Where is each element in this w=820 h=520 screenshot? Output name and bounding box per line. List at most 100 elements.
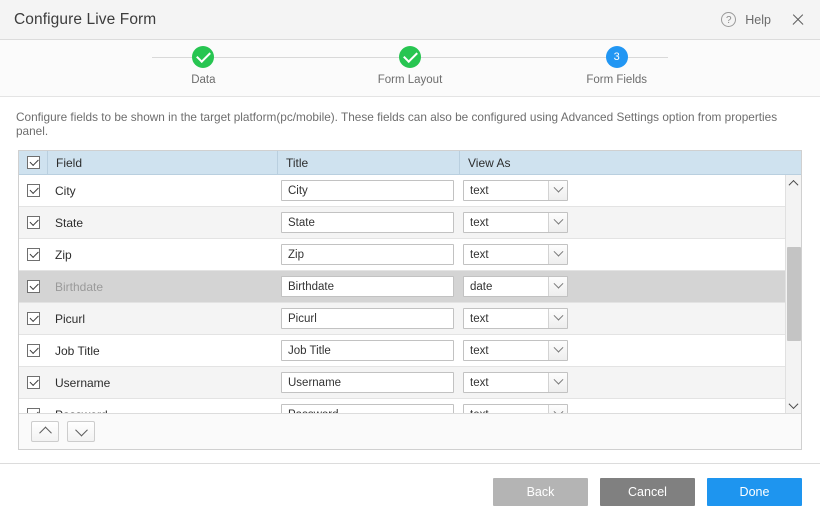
select-all-checkbox[interactable] <box>26 156 40 169</box>
row-title-cell <box>277 239 459 270</box>
row-view-as-select[interactable]: text <box>463 308 568 329</box>
row-field-name: State <box>55 215 84 230</box>
table-row-selected[interactable]: Birthdate date <box>19 271 801 303</box>
row-viewas-cell: text <box>459 367 801 398</box>
header-select-all-cell <box>19 151 47 174</box>
fields-table-header: Field Title View As <box>19 151 801 175</box>
chevron-down-icon[interactable] <box>548 277 567 296</box>
row-checkbox[interactable] <box>26 248 40 261</box>
row-title-cell <box>277 335 459 366</box>
row-title-input[interactable] <box>281 308 454 329</box>
row-checkbox[interactable] <box>26 344 40 357</box>
row-title-input[interactable] <box>281 372 454 393</box>
table-row[interactable]: Picurl text <box>19 303 801 335</box>
row-viewas-cell: text <box>459 399 801 413</box>
row-title-input[interactable] <box>281 244 454 265</box>
fields-rows: City text State <box>19 175 801 413</box>
stepper-step-form-fields[interactable]: 3 Form Fields <box>513 40 720 86</box>
table-row[interactable]: City text <box>19 175 801 207</box>
table-vertical-scrollbar[interactable] <box>785 175 801 413</box>
chevron-down-icon[interactable] <box>548 405 567 413</box>
titlebar-actions: ? Help <box>721 12 806 28</box>
row-viewas-cell: text <box>459 207 801 238</box>
table-row[interactable]: Password text <box>19 399 801 413</box>
row-view-as-value: text <box>470 312 489 325</box>
table-row[interactable]: Zip text <box>19 239 801 271</box>
row-title-cell <box>277 175 459 206</box>
row-check-cell <box>19 271 47 302</box>
row-view-as-value: date <box>470 280 493 293</box>
row-check-cell <box>19 335 47 366</box>
row-view-as-select[interactable]: text <box>463 180 568 201</box>
row-view-as-select[interactable]: text <box>463 372 568 393</box>
step-marker-current-3: 3 <box>605 46 628 68</box>
row-view-as-select[interactable]: text <box>463 244 568 265</box>
scroll-up-button[interactable] <box>786 175 801 191</box>
check-icon <box>402 48 418 64</box>
row-title-input[interactable] <box>281 180 454 201</box>
move-up-button[interactable] <box>31 421 59 442</box>
row-field-name: City <box>55 183 76 198</box>
row-checkbox[interactable] <box>26 408 40 413</box>
row-view-as-value: text <box>470 376 489 389</box>
row-title-input[interactable] <box>281 276 454 297</box>
row-title-input[interactable] <box>281 212 454 233</box>
row-checkbox[interactable] <box>26 312 40 325</box>
stepper-label-form-fields: Form Fields <box>586 74 648 86</box>
chevron-down-icon[interactable] <box>548 373 567 392</box>
row-title-cell <box>277 399 459 413</box>
chevron-down-icon[interactable] <box>548 213 567 232</box>
reorder-toolbar <box>19 413 801 449</box>
move-down-button[interactable] <box>67 421 95 442</box>
dialog-titlebar: Configure Live Form ? Help <box>0 0 820 40</box>
table-row[interactable]: Job Title text <box>19 335 801 367</box>
row-view-as-select[interactable]: text <box>463 404 568 413</box>
chevron-down-icon[interactable] <box>548 181 567 200</box>
scrollbar-track[interactable] <box>786 191 801 397</box>
row-check-cell <box>19 367 47 398</box>
column-header-field[interactable]: Field <box>47 151 277 174</box>
back-button[interactable]: Back <box>493 478 588 506</box>
chevron-down-icon[interactable] <box>548 341 567 360</box>
row-checkbox[interactable] <box>26 280 40 293</box>
scroll-down-button[interactable] <box>786 397 801 413</box>
table-row[interactable]: Username text <box>19 367 801 399</box>
table-row[interactable]: State text <box>19 207 801 239</box>
stepper-label-data: Data <box>191 74 216 86</box>
chevron-down-icon[interactable] <box>548 245 567 264</box>
help-link[interactable]: Help <box>745 12 771 27</box>
row-view-as-value: text <box>470 344 489 357</box>
row-checkbox[interactable] <box>26 376 40 389</box>
stepper-connector-2 <box>420 57 668 58</box>
stepper-step-data[interactable]: Data <box>100 40 307 86</box>
row-field-name: Zip <box>55 247 72 262</box>
stepper-connector-1 <box>152 57 400 58</box>
row-field-name: Birthdate <box>55 279 104 294</box>
row-view-as-select[interactable]: text <box>463 212 568 233</box>
wizard-stepper: Data Form Layout 3 Form Fields <box>0 40 820 97</box>
stepper-label-form-layout: Form Layout <box>377 74 443 86</box>
chevron-down-icon[interactable] <box>548 309 567 328</box>
row-check-cell <box>19 207 47 238</box>
column-header-view-as[interactable]: View As <box>459 151 801 174</box>
cancel-button[interactable]: Cancel <box>600 478 695 506</box>
scrollbar-thumb[interactable] <box>787 247 801 341</box>
column-header-title[interactable]: Title <box>277 151 459 174</box>
done-button[interactable]: Done <box>707 478 802 506</box>
row-view-as-value: text <box>470 248 489 261</box>
row-view-as-select[interactable]: date <box>463 276 568 297</box>
row-checkbox[interactable] <box>26 184 40 197</box>
row-check-cell <box>19 239 47 270</box>
row-checkbox[interactable] <box>26 216 40 229</box>
question-circle-icon[interactable]: ? <box>721 12 737 27</box>
row-view-as-select[interactable]: text <box>463 340 568 361</box>
row-viewas-cell: text <box>459 335 801 366</box>
stepper-step-form-layout[interactable]: Form Layout <box>307 40 514 86</box>
row-check-cell <box>19 399 47 413</box>
row-viewas-cell: text <box>459 175 801 206</box>
close-icon[interactable] <box>790 12 806 28</box>
row-field-name: Picurl <box>55 311 86 326</box>
step-marker-done-2 <box>399 46 421 68</box>
row-title-input[interactable] <box>281 404 454 413</box>
row-title-input[interactable] <box>281 340 454 361</box>
